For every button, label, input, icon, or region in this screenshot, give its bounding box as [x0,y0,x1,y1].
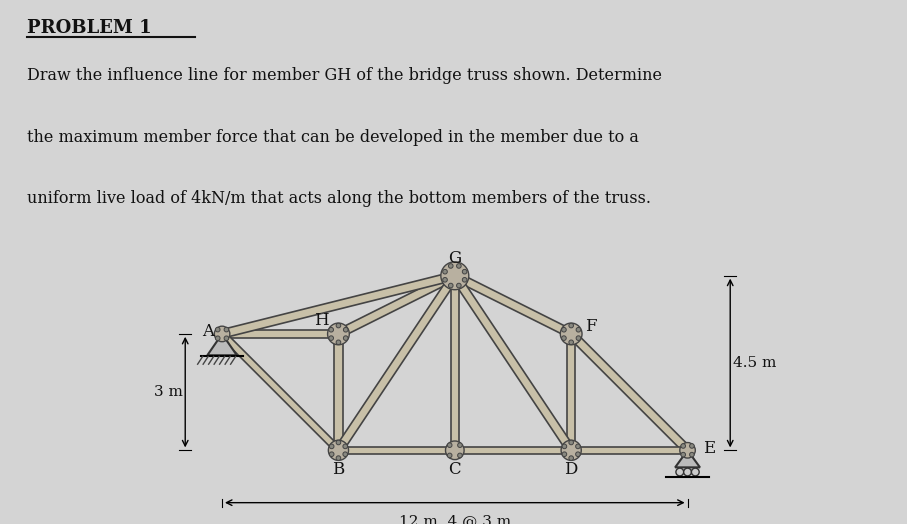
Circle shape [458,453,463,458]
Polygon shape [222,330,338,338]
Circle shape [681,452,686,457]
Text: D: D [564,461,578,478]
Polygon shape [338,447,454,454]
Text: 12 m, 4 @ 3 m: 12 m, 4 @ 3 m [399,514,511,524]
Circle shape [328,440,348,461]
Polygon shape [571,447,688,454]
Circle shape [443,269,447,274]
Polygon shape [567,334,575,450]
Circle shape [463,278,467,282]
Polygon shape [335,274,458,453]
Circle shape [344,336,348,341]
Circle shape [458,443,463,447]
Circle shape [676,468,684,476]
Circle shape [336,340,341,345]
Circle shape [441,262,469,290]
Circle shape [216,336,220,341]
Polygon shape [219,332,341,453]
Circle shape [447,443,452,447]
Circle shape [329,328,334,332]
Circle shape [576,452,580,456]
Text: E: E [703,440,715,457]
Polygon shape [454,447,571,454]
Polygon shape [453,272,573,338]
Circle shape [448,283,454,288]
Circle shape [224,328,229,332]
Polygon shape [568,331,690,453]
Circle shape [447,453,452,458]
Circle shape [329,452,334,456]
Circle shape [561,328,566,332]
Circle shape [329,336,334,341]
Text: Draw the influence line for member GH of the bridge truss shown. Determine: Draw the influence line for member GH of… [27,68,662,84]
Polygon shape [334,334,343,450]
Text: uniform live load of 4kN/m that acts along the bottom members of the truss.: uniform live load of 4kN/m that acts alo… [27,190,651,208]
Circle shape [336,456,341,461]
Circle shape [343,452,347,456]
Circle shape [689,444,694,448]
Polygon shape [221,271,456,338]
Circle shape [562,444,567,449]
Polygon shape [208,334,237,355]
Polygon shape [675,450,700,467]
Circle shape [576,328,580,332]
Circle shape [562,452,567,456]
Circle shape [336,323,341,328]
Polygon shape [451,276,459,450]
Text: H: H [314,312,328,329]
Circle shape [456,264,461,268]
Circle shape [689,452,694,457]
Circle shape [336,440,341,445]
Circle shape [681,444,686,448]
Circle shape [569,440,573,445]
Circle shape [463,269,467,274]
Circle shape [576,444,580,449]
Text: the maximum member force that can be developed in the member due to a: the maximum member force that can be dev… [27,129,639,146]
Text: G: G [448,250,462,267]
Polygon shape [336,272,457,338]
Circle shape [216,328,220,332]
Circle shape [679,443,696,458]
Text: A: A [202,323,214,341]
Text: PROBLEM 1: PROBLEM 1 [27,19,151,37]
Circle shape [576,336,580,341]
Circle shape [344,328,348,332]
Text: F: F [585,318,597,335]
Circle shape [691,468,699,476]
Circle shape [569,340,573,345]
Polygon shape [452,274,575,453]
Circle shape [448,264,454,268]
Circle shape [561,323,582,345]
Circle shape [569,456,573,461]
Circle shape [456,283,461,288]
Text: C: C [448,461,461,478]
Circle shape [561,440,581,461]
Circle shape [445,441,464,460]
Circle shape [214,326,229,342]
Text: 4.5 m: 4.5 m [733,356,776,370]
Circle shape [561,336,566,341]
Circle shape [343,444,347,449]
Circle shape [443,278,447,282]
Circle shape [684,468,691,476]
Text: B: B [332,461,345,478]
Circle shape [569,323,573,328]
Circle shape [224,336,229,341]
Circle shape [329,444,334,449]
Circle shape [327,323,349,345]
Text: 3 m: 3 m [154,385,183,399]
